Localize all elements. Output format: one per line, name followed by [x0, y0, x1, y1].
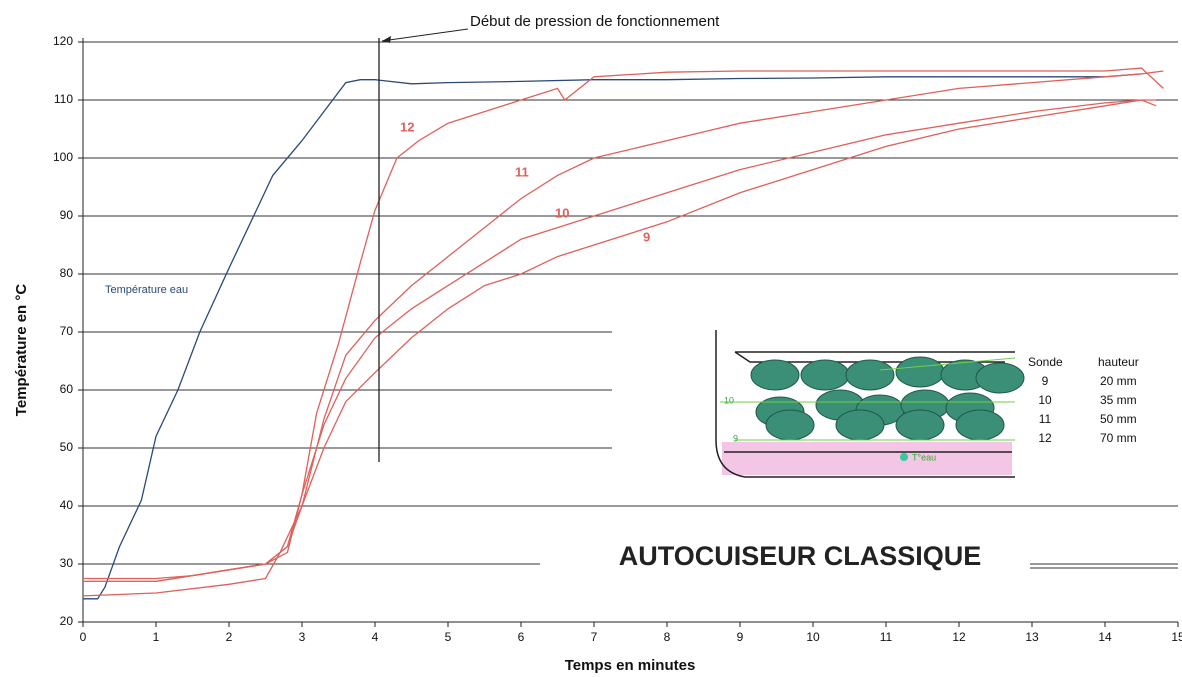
- x-tick-label: 10: [806, 630, 820, 644]
- table-cell: 70 mm: [1100, 431, 1137, 445]
- table-cell: 20 mm: [1100, 374, 1137, 388]
- y-tick-label: 70: [60, 324, 74, 338]
- series-label: Température eau: [105, 284, 188, 296]
- x-tick-label: 8: [664, 630, 671, 644]
- y-tick-label: 40: [60, 498, 74, 512]
- annotation: Début de pression de fonctionnement: [470, 13, 720, 30]
- x-tick-label: 13: [1025, 630, 1039, 644]
- table-cell: 12: [1038, 431, 1052, 445]
- x-tick-label: 1: [153, 630, 160, 644]
- y-tick-label: 110: [54, 92, 73, 106]
- table-cell: 35 mm: [1100, 393, 1137, 407]
- x-tick-label: 12: [952, 630, 966, 644]
- food-piece: [956, 410, 1004, 440]
- chart-title: AUTOCUISEUR CLASSIQUE: [619, 541, 982, 571]
- x-tick-label: 4: [372, 630, 379, 644]
- x-tick-label: 7: [591, 630, 598, 644]
- x-tick-label: 0: [80, 630, 87, 644]
- food-piece: [896, 357, 944, 387]
- y-tick-label: 80: [60, 266, 74, 280]
- x-tick-label: 9: [737, 630, 744, 644]
- food-piece: [766, 410, 814, 440]
- food-piece: [896, 410, 944, 440]
- chart: Début de pression de fonctionnement Temp…: [0, 0, 1182, 677]
- series-label: 11: [515, 164, 529, 179]
- y-axis-title: Température en °C: [13, 284, 30, 417]
- table-cell: 10: [1038, 393, 1052, 407]
- table-cell: 9: [1042, 374, 1049, 388]
- food-piece: [976, 363, 1024, 393]
- y-tick-label: 100: [53, 150, 73, 164]
- annotation-arrow: [382, 29, 468, 41]
- inset-label: T°eau: [912, 452, 936, 462]
- y-tick-label: 30: [60, 556, 74, 570]
- x-tick-label: 3: [299, 630, 306, 644]
- y-tick-label: 90: [60, 208, 74, 222]
- table-cell: 11: [1039, 412, 1052, 426]
- food-piece: [846, 360, 894, 390]
- x-tick-label: 15: [1171, 630, 1182, 644]
- x-tick-label: 5: [445, 630, 452, 644]
- inset-label: 9: [733, 433, 738, 443]
- y-tick-label: 120: [53, 34, 73, 48]
- table-header: Sonde: [1028, 355, 1063, 369]
- series-label: 12: [400, 119, 414, 134]
- food-piece: [801, 360, 849, 390]
- x-tick-label: 2: [226, 630, 233, 644]
- series-label: 9: [643, 229, 650, 244]
- series-label: 10: [555, 205, 569, 220]
- table-header: hauteur: [1098, 355, 1139, 369]
- y-tick-label: 60: [60, 382, 74, 396]
- y-tick-label: 20: [60, 614, 74, 628]
- x-tick-label: 6: [518, 630, 525, 644]
- x-axis-title: Temps en minutes: [565, 657, 696, 674]
- inset-label: 10: [724, 395, 734, 405]
- probe-dot: [900, 453, 908, 461]
- food-piece: [751, 360, 799, 390]
- y-tick-label: 50: [60, 440, 74, 454]
- x-tick-label: 11: [880, 630, 893, 644]
- food-piece: [836, 410, 884, 440]
- water: [722, 442, 1012, 475]
- table-cell: 50 mm: [1100, 412, 1137, 426]
- x-tick-label: 14: [1098, 630, 1112, 644]
